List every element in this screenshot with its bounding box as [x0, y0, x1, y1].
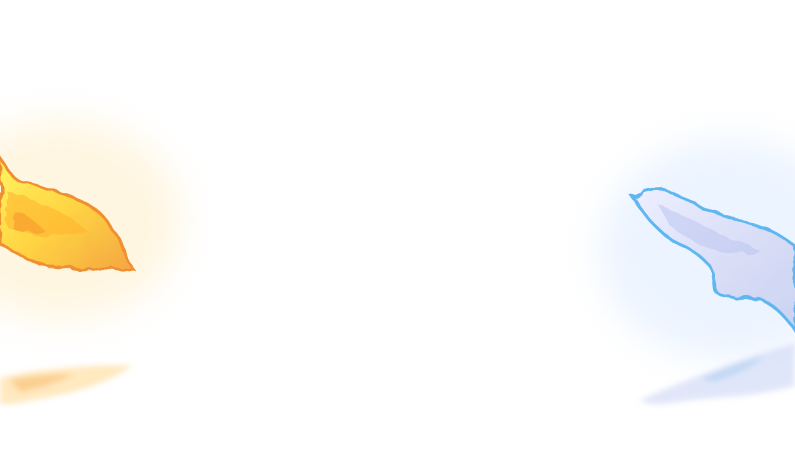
ice-burst — [629, 187, 795, 333]
fire-reflection — [0, 365, 132, 404]
ice-reflection — [640, 343, 795, 405]
fire-burst — [0, 155, 134, 272]
